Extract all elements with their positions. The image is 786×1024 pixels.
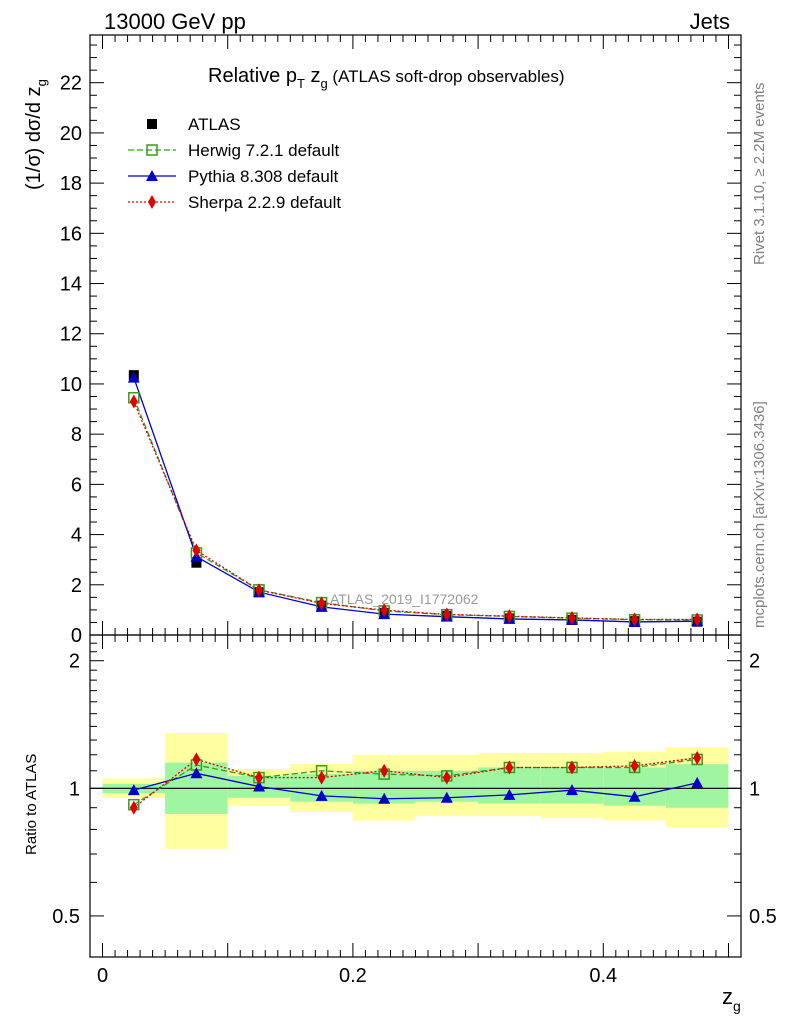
legend-marker-atlas bbox=[147, 119, 157, 129]
data-point-pythia bbox=[127, 371, 140, 383]
ratio-y-tick-label-right: 2 bbox=[749, 651, 760, 673]
y-tick-label: 22 bbox=[60, 73, 82, 95]
ratio-point-pythia bbox=[378, 792, 391, 804]
data-point-sherpa bbox=[192, 543, 201, 558]
series-line-sherpa bbox=[133, 401, 698, 621]
data-point-sherpa bbox=[693, 612, 702, 627]
title-main-sub: T bbox=[297, 76, 305, 91]
legend-marker-sherpa bbox=[148, 195, 156, 209]
y-tick-label: 20 bbox=[60, 123, 82, 145]
ratio-line-sherpa bbox=[133, 757, 698, 809]
x-tick-label: 0 bbox=[97, 965, 108, 987]
ratio-point-pythia bbox=[315, 789, 328, 801]
y-tick-label: 2 bbox=[71, 575, 82, 597]
y-tick-label: 4 bbox=[71, 525, 82, 547]
data-point-sherpa bbox=[505, 609, 514, 624]
rivet-label: Rivet 3.1.10, ≥ 2.2M events bbox=[751, 83, 768, 266]
y-axis-label: (1/σ) dσ/d zg bbox=[23, 79, 49, 190]
data-point-sherpa bbox=[442, 607, 451, 622]
ratio-y-tick-label: 1 bbox=[69, 778, 80, 800]
header-right: Jets bbox=[690, 9, 730, 34]
y-tick-label: 18 bbox=[60, 173, 82, 195]
data-point-atlas bbox=[191, 557, 202, 568]
ratio-point-pythia bbox=[503, 788, 516, 800]
data-point-sherpa bbox=[317, 596, 326, 611]
ratio-point-pythia bbox=[440, 791, 453, 803]
ratio-point-sherpa bbox=[192, 752, 201, 767]
ratio-y-axis-label: Ratio to ATLAS bbox=[23, 754, 40, 855]
ratio-y-tick-label: 2 bbox=[69, 651, 80, 673]
ratio-point-pythia bbox=[253, 780, 266, 792]
header-left: 13000 GeV pp bbox=[104, 9, 246, 34]
data-point-sherpa bbox=[567, 610, 576, 625]
legend-label-herwig: Herwig 7.2.1 default bbox=[188, 141, 339, 160]
y-tick-label: 0 bbox=[71, 625, 82, 647]
ratio-point-pythia bbox=[691, 776, 704, 788]
y-tick-label: 8 bbox=[71, 424, 82, 446]
ratio-panel: 0 0.2 0.4 0.5 0.5 1 1 2 2 bbox=[52, 634, 777, 987]
series-line-pythia bbox=[133, 377, 698, 623]
legend-marker-herwig bbox=[146, 144, 158, 156]
legend-label-sherpa: Sherpa 2.2.9 default bbox=[188, 193, 341, 212]
data-point-sherpa bbox=[129, 394, 138, 409]
ratio-y-tick-label: 0.5 bbox=[52, 906, 80, 928]
data-point-sherpa bbox=[630, 612, 639, 627]
series-line-herwig bbox=[133, 397, 698, 621]
legend-label-atlas: ATLAS bbox=[188, 115, 241, 134]
legend-label-pythia: Pythia 8.308 default bbox=[188, 167, 339, 186]
legend: ATLAS Herwig 7.2.1 default Pythia 8.308 de… bbox=[128, 115, 341, 212]
ratio-point-sherpa bbox=[317, 770, 326, 785]
ratio-point-sherpa bbox=[693, 750, 702, 765]
y-axis-label-text: (1/σ) dσ/d z bbox=[23, 86, 45, 190]
ratio-point-pythia bbox=[565, 784, 578, 796]
x-axis-label: zg bbox=[722, 984, 741, 1014]
ratio-y-tick-label-right: 0.5 bbox=[749, 906, 777, 928]
mcplots-label: mcplots.cern.ch [arXiv:1306.3436] bbox=[751, 401, 768, 628]
x-axis-label-text: z bbox=[722, 984, 733, 1009]
ratio-point-sherpa bbox=[129, 800, 138, 815]
title-rest: (ATLAS soft-drop observables) bbox=[328, 67, 565, 86]
ratio-point-sherpa bbox=[255, 770, 264, 785]
ratio-point-pythia bbox=[628, 790, 641, 802]
y-axis-label-sub: g bbox=[34, 79, 49, 86]
plot-title: Relative pT zg (ATLAS soft-drop observab… bbox=[208, 65, 565, 91]
x-axis-label-sub: g bbox=[733, 998, 741, 1014]
analysis-watermark: ATLAS_2019_I1772062 bbox=[330, 591, 479, 607]
ratio-y-tick-label-right: 1 bbox=[749, 778, 760, 800]
main-panel: 0 2 4 6 8 10 12 14 16 18 20 22 bbox=[60, 34, 742, 647]
y-tick-label: 12 bbox=[60, 324, 82, 346]
y-tick-label: 6 bbox=[71, 474, 82, 496]
data-point-sherpa bbox=[255, 583, 264, 598]
data-point-sherpa bbox=[380, 603, 389, 618]
ratio-point-pythia bbox=[190, 767, 203, 779]
y-tick-label: 10 bbox=[60, 374, 82, 396]
ratio-point-sherpa bbox=[505, 760, 514, 775]
ratio-point-pythia bbox=[127, 784, 140, 796]
y-tick-label: 16 bbox=[60, 223, 82, 245]
x-tick-label: 0.2 bbox=[339, 965, 367, 987]
ratio-point-sherpa bbox=[567, 760, 576, 775]
ratio-point-sherpa bbox=[442, 770, 451, 785]
title-main: Relative p bbox=[208, 65, 297, 87]
title-var-sub: g bbox=[320, 76, 327, 91]
legend-marker-pythia bbox=[146, 170, 158, 181]
title-var: z bbox=[305, 65, 321, 87]
ratio-point-sherpa bbox=[630, 758, 639, 773]
y-tick-label: 14 bbox=[60, 274, 82, 296]
x-tick-label: 0.4 bbox=[589, 965, 617, 987]
ratio-point-sherpa bbox=[380, 763, 389, 778]
ratio-line-pythia bbox=[133, 772, 698, 800]
